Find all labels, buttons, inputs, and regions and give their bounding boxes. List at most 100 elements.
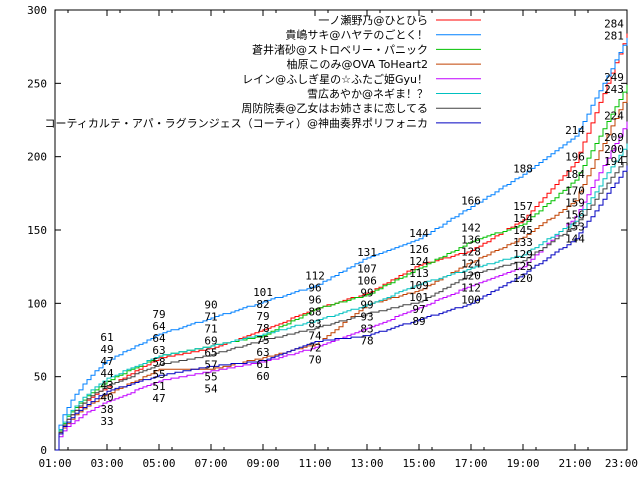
data-label-4: 60 (256, 370, 269, 383)
series-line-3 (55, 93, 628, 451)
data-label-2: 249 (604, 71, 624, 84)
data-label-0: 196 (565, 151, 585, 164)
legend-label-0: 一ノ瀬野乃@ひとひら (318, 13, 428, 27)
data-label-1: 144 (409, 227, 429, 240)
data-label-2: 71 (204, 311, 217, 324)
data-label-0: 63 (152, 344, 165, 357)
data-label-7: 78 (360, 335, 373, 348)
data-label-5: 71 (204, 323, 217, 336)
data-label-1: 166 (461, 195, 481, 208)
series-line-4 (55, 121, 628, 451)
data-label-5: 99 (360, 299, 373, 312)
data-label-7: 120 (513, 272, 533, 285)
data-label-7: 194 (604, 155, 624, 168)
data-label-5: 49 (100, 343, 113, 356)
x-tick-label: 13:00 (350, 457, 383, 470)
legend-label-4: レイン@ふしぎ星の☆ふたご姫Gyu！ (242, 72, 428, 86)
data-label-3: 243 (604, 83, 624, 96)
data-label-4: 159 (565, 197, 585, 210)
x-tick-label: 03:00 (90, 457, 123, 470)
data-label-4: 112 (461, 281, 481, 294)
data-label-6: 83 (308, 317, 321, 330)
data-label-6: 200 (604, 143, 624, 156)
data-label-1: 90 (204, 299, 217, 312)
data-label-2: 124 (409, 255, 429, 268)
data-label-1: 281 (604, 30, 624, 43)
data-label-3: 38 (100, 403, 113, 416)
legend-label-5: 雪広あやか@ネギま！？ (307, 88, 428, 101)
data-label-7: 144 (565, 233, 585, 246)
data-label-3: 55 (204, 371, 217, 384)
data-label-2: 106 (357, 275, 377, 288)
data-label-1: 112 (305, 269, 325, 282)
data-label-4: 125 (513, 260, 533, 273)
data-label-3: 128 (461, 245, 481, 258)
data-label-5: 79 (256, 310, 269, 323)
data-label-0: 157 (513, 200, 533, 213)
data-label-0: 69 (204, 335, 217, 348)
data-label-1: 61 (100, 331, 113, 344)
data-label-6: 44 (100, 367, 114, 380)
data-label-7: 89 (412, 315, 425, 328)
data-label-1: 131 (357, 246, 377, 259)
x-tick-label: 15:00 (402, 457, 435, 470)
series-line-2 (55, 84, 628, 451)
x-tick-label: 05:00 (142, 457, 175, 470)
data-label-4: 70 (308, 353, 321, 366)
data-label-0: 126 (409, 243, 429, 256)
data-label-0: 136 (461, 233, 481, 246)
data-label-2: 184 (565, 168, 585, 181)
data-label-5: 88 (308, 305, 321, 318)
y-tick-label: 100 (27, 297, 47, 310)
data-label-2: 142 (461, 221, 481, 234)
data-label-6: 93 (360, 311, 373, 324)
data-label-6: 153 (565, 221, 585, 234)
data-label-0: 284 (604, 18, 624, 31)
data-label-1: 79 (152, 308, 165, 321)
data-label-6: 120 (461, 269, 481, 282)
x-tick-label: 07:00 (194, 457, 227, 470)
data-label-1: 214 (565, 124, 585, 137)
data-label-3: 170 (565, 185, 585, 198)
data-label-2: 64 (152, 320, 166, 333)
x-tick-label: 19:00 (506, 457, 539, 470)
data-label-7: 100 (461, 293, 481, 306)
data-label-3: 72 (308, 341, 321, 354)
x-tick-label: 23:00 (605, 457, 638, 470)
data-label-0: 107 (357, 263, 377, 276)
series-line-1 (55, 37, 628, 451)
x-tick-label: 21:00 (558, 457, 591, 470)
data-label-0: 96 (308, 281, 321, 294)
data-label-3: 63 (256, 346, 269, 359)
data-label-0: 43 (100, 379, 113, 392)
data-label-4: 33 (100, 415, 113, 428)
data-label-2: 47 (100, 355, 113, 368)
legend-label-7: コーティカルテ・アパ・ラグランジェス（コーティ）@神曲奏界ポリフォニカ (45, 116, 428, 130)
data-label-7: 57 (204, 359, 217, 372)
series-line-7 (55, 165, 628, 451)
x-tick-label: 11:00 (298, 457, 331, 470)
legend-label-1: 貴嶋サキ@ハヤテのごとく！ (285, 28, 428, 42)
y-tick-label: 300 (27, 4, 47, 17)
data-label-6: 65 (204, 347, 217, 360)
data-label-7: 74 (308, 329, 322, 342)
data-label-3: 55 (152, 368, 165, 381)
data-label-4: 97 (412, 303, 425, 316)
data-label-7: 61 (256, 358, 269, 371)
legend-label-6: 周防院奏@乙女はお姉さまに恋してる (241, 101, 428, 115)
data-label-2: 96 (308, 293, 321, 306)
data-label-3: 99 (360, 287, 373, 300)
y-tick-label: 150 (27, 224, 47, 237)
data-label-5: 156 (565, 209, 585, 222)
legend-label-2: 蒼井渚砂@ストロベリー・パニック (252, 42, 428, 56)
legend-label-3: 柚原このみ@OVA ToHeart2 (286, 57, 428, 71)
data-label-3: 145 (513, 224, 533, 237)
data-label-6: 58 (152, 356, 165, 369)
y-tick-label: 0 (40, 444, 47, 457)
series-line-6 (55, 156, 628, 451)
data-label-5: 209 (604, 131, 624, 144)
data-label-1: 101 (253, 286, 273, 299)
data-label-3: 109 (409, 279, 429, 292)
